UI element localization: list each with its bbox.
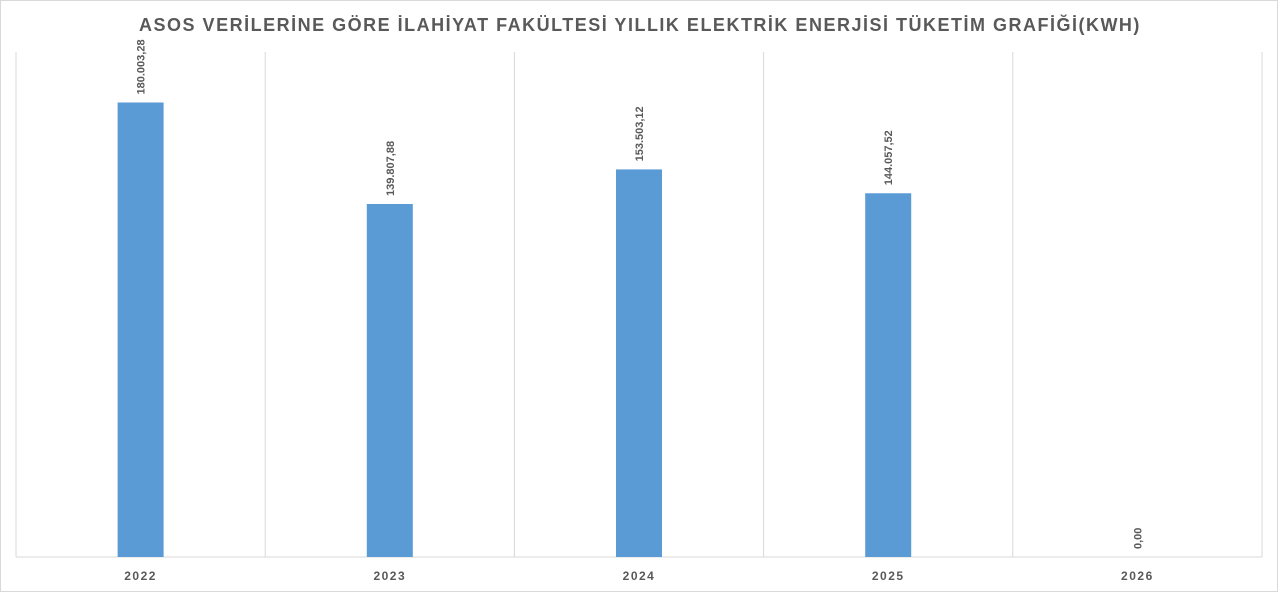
data-label-2022: 180.003,28 bbox=[136, 39, 148, 94]
x-tick-label-2026: 2026 bbox=[1121, 569, 1154, 583]
bar-2022 bbox=[117, 102, 164, 558]
data-label-2024: 153.503,12 bbox=[634, 106, 646, 161]
data-label-2026: 0,00 bbox=[1132, 528, 1144, 549]
bar-2023 bbox=[366, 203, 413, 557]
bar-2025 bbox=[865, 193, 912, 557]
x-tick-label-2025: 2025 bbox=[872, 569, 905, 583]
x-tick-label-2022: 2022 bbox=[124, 569, 157, 583]
chart-title: ASOS VERİLERİNE GÖRE İLAHİYAT FAKÜLTESİ … bbox=[139, 15, 1141, 35]
data-label-2023: 139.807,88 bbox=[385, 141, 397, 196]
x-tick-label-2024: 2024 bbox=[623, 569, 656, 583]
bar-2024 bbox=[616, 169, 662, 558]
x-tick-label-2023: 2023 bbox=[373, 569, 406, 583]
data-label-2025: 144.057,52 bbox=[883, 130, 895, 185]
